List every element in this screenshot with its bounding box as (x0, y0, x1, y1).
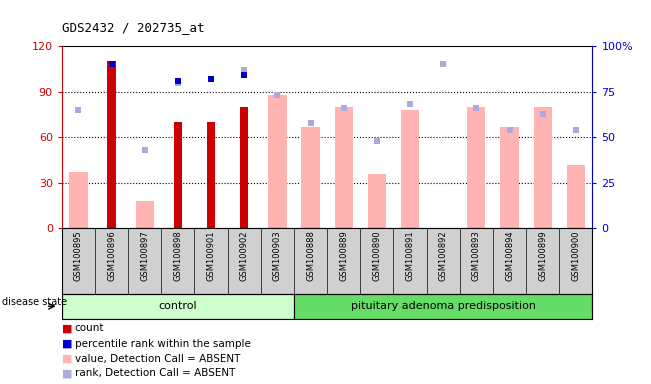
Text: GSM100900: GSM100900 (572, 230, 580, 281)
Text: rank, Detection Call = ABSENT: rank, Detection Call = ABSENT (75, 368, 235, 378)
Bar (567, 165, 585, 228)
Text: GSM100892: GSM100892 (439, 230, 448, 281)
Text: GSM100901: GSM100901 (206, 230, 215, 281)
Text: GSM100895: GSM100895 (74, 230, 83, 281)
Text: ■: ■ (62, 323, 72, 333)
Text: GSM100897: GSM100897 (140, 230, 149, 281)
Text: ■: ■ (62, 354, 72, 364)
Text: GSM100899: GSM100899 (538, 230, 547, 281)
Text: ■: ■ (62, 368, 72, 378)
Bar (107, 61, 116, 228)
Text: count: count (75, 323, 104, 333)
Bar (467, 107, 486, 228)
Text: pituitary adenoma predisposition: pituitary adenoma predisposition (351, 301, 536, 311)
Text: GSM100893: GSM100893 (472, 230, 481, 281)
Bar (62, 294, 294, 319)
Bar (301, 127, 320, 228)
Text: ■: ■ (62, 339, 72, 349)
Text: GSM100889: GSM100889 (339, 230, 348, 281)
Bar (501, 127, 519, 228)
Text: GSM100903: GSM100903 (273, 230, 282, 281)
Text: control: control (159, 301, 197, 311)
Text: GSM100888: GSM100888 (306, 230, 315, 281)
Bar (401, 110, 419, 228)
Bar (268, 95, 286, 228)
Bar (135, 201, 154, 228)
Bar (294, 294, 592, 319)
Text: GDS2432 / 202735_at: GDS2432 / 202735_at (62, 21, 204, 34)
Text: GSM100891: GSM100891 (406, 230, 415, 281)
Text: GSM100902: GSM100902 (240, 230, 249, 281)
Text: value, Detection Call = ABSENT: value, Detection Call = ABSENT (75, 354, 240, 364)
Bar (69, 172, 87, 228)
Bar (174, 122, 182, 228)
Bar (240, 107, 248, 228)
Bar (534, 107, 552, 228)
Text: GSM100890: GSM100890 (372, 230, 381, 281)
Bar (335, 107, 353, 228)
Text: GSM100894: GSM100894 (505, 230, 514, 281)
Bar (207, 122, 215, 228)
Text: GSM100898: GSM100898 (173, 230, 182, 281)
Bar (368, 174, 386, 228)
Text: percentile rank within the sample: percentile rank within the sample (75, 339, 251, 349)
Text: disease state: disease state (2, 297, 67, 308)
Text: GSM100896: GSM100896 (107, 230, 116, 281)
